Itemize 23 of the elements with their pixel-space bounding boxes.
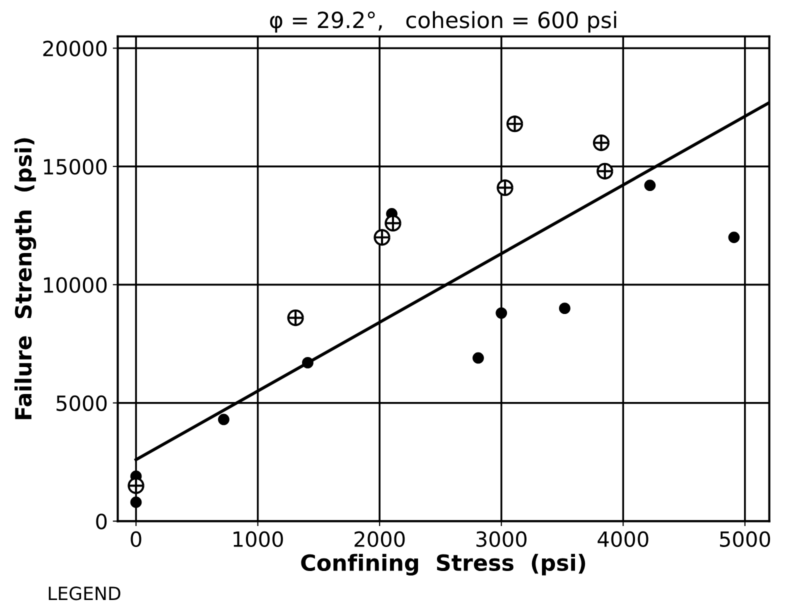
point [218,414,230,426]
y-tick-label: 20000 [43,40,107,56]
y-axis-title: Failure Strength (psi) [14,138,36,420]
point [302,357,314,368]
y-tick-label: 5000 [56,395,107,412]
point [130,496,142,508]
chart-title: φ = 29.2°, cohesion = 600 psi [270,11,616,33]
x-axis-title: Confining Stress (psi) [301,554,586,576]
y-tick-label: 15000 [44,158,107,175]
text: LEGEND [48,586,120,600]
x-tick-label: 4000 [598,531,648,548]
point [728,232,740,244]
x-tick-label: 1000 [234,531,283,548]
point [644,180,656,192]
point [472,352,484,364]
y-tick-label: 10000 [44,277,107,293]
point [559,302,570,314]
y-tick-label: 0 [96,514,107,530]
point [496,307,508,319]
x-tick-label: 2000 [354,531,405,548]
x-tick-label: 5000 [720,531,770,548]
x-tick-label: 3000 [476,531,526,548]
x-tick-label: 0 [130,531,142,548]
